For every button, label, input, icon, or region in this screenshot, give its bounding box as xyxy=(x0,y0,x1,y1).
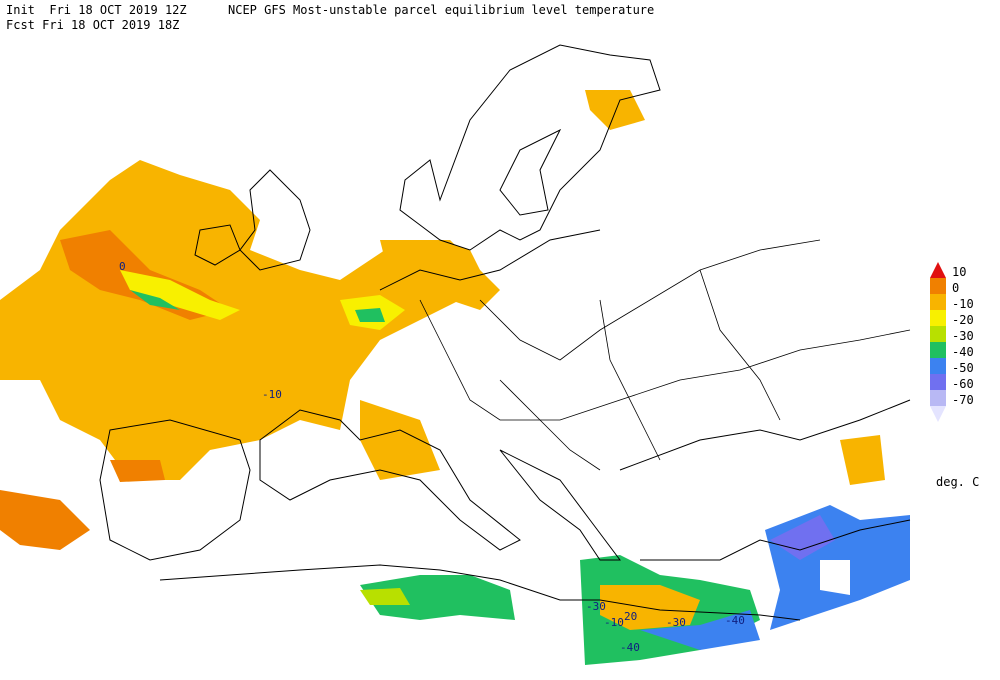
init-time: Init Fri 18 OCT 2019 12Z xyxy=(6,3,187,17)
colorbar-box xyxy=(930,342,946,358)
colorbar-label: -10 xyxy=(952,297,974,311)
field-area xyxy=(770,515,835,560)
field-area xyxy=(0,160,490,480)
shaded-field xyxy=(0,90,910,665)
colorbar-label: 0 xyxy=(952,281,959,295)
colorbar-box xyxy=(930,326,946,342)
colorbar-label: -40 xyxy=(952,345,974,359)
contour-label: -10 xyxy=(604,616,624,629)
colorbar-label: -60 xyxy=(952,377,974,391)
colorbar-label: -70 xyxy=(952,393,974,407)
field-area xyxy=(820,560,850,595)
contour-label: 0 xyxy=(119,260,126,273)
map-title: NCEP GFS Most-unstable parcel equilibriu… xyxy=(228,3,654,17)
field-area xyxy=(360,588,410,605)
contour-label: 20 xyxy=(624,610,637,623)
field-area xyxy=(130,290,180,310)
field-area xyxy=(640,610,760,650)
field-area xyxy=(585,90,645,130)
field-area xyxy=(360,400,440,480)
colorbar-box xyxy=(930,310,946,326)
country-borders xyxy=(419,239,911,471)
field-area xyxy=(120,270,240,320)
colorbar-box xyxy=(930,358,946,374)
colorbar-box xyxy=(930,294,946,310)
forecast-time: Fcst Fri 18 OCT 2019 18Z xyxy=(6,18,179,32)
colorbar: 10 0 -10 -20 -30 -40 -50 -60 -70 xyxy=(930,262,974,422)
field-area xyxy=(360,575,515,620)
field-area xyxy=(110,460,165,482)
field-area xyxy=(0,490,90,550)
contour-labels: 0 -10 -30 -10 20 -30 -40 -40 xyxy=(119,260,745,654)
field-area xyxy=(600,585,700,630)
contour-label: -40 xyxy=(725,614,745,627)
colorbar-box xyxy=(930,374,946,390)
colorbar-arrow xyxy=(930,262,946,278)
contour-label: -10 xyxy=(262,388,282,401)
colorbar-box xyxy=(930,278,946,294)
contour-label: -40 xyxy=(620,641,640,654)
contour-label: -30 xyxy=(666,616,686,629)
colorbar-arrow xyxy=(930,406,946,422)
colorbar-label: 10 xyxy=(952,265,966,279)
contour-label: -30 xyxy=(586,600,606,613)
colorbar-box xyxy=(930,390,946,406)
colorbar-label: -30 xyxy=(952,329,974,343)
unit-label: deg. C xyxy=(936,475,979,489)
coastlines xyxy=(99,44,911,621)
field-area xyxy=(355,308,385,322)
colorbar-label: -50 xyxy=(952,361,974,375)
field-area xyxy=(840,435,885,485)
colorbar-label: -20 xyxy=(952,313,974,327)
header: Init Fri 18 OCT 2019 12Z NCEP GFS Most-u… xyxy=(6,3,654,32)
